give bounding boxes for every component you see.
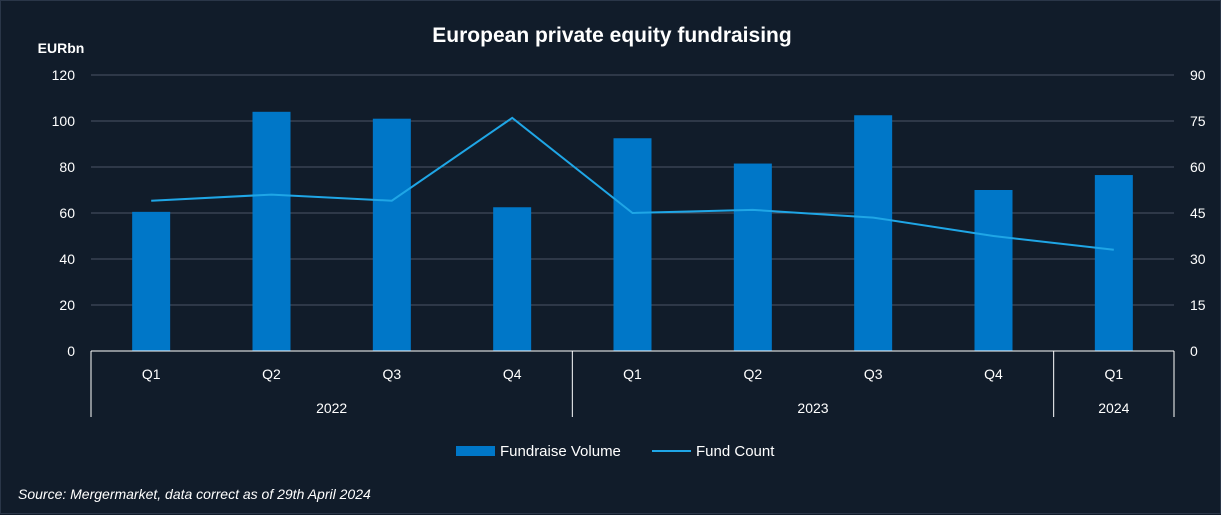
y-axis-label: EURbn [38,40,85,56]
x-tick-label: Q3 [864,366,883,382]
x-tick-label: Q4 [984,366,1003,382]
y2-tick-label: 15 [1190,297,1206,313]
chart: European private equity fundraising EURb… [1,1,1221,515]
y2-tick-label: 75 [1190,113,1206,129]
x-group-label: 2022 [316,400,347,416]
x-tick-label: Q3 [382,366,401,382]
bar [614,138,652,351]
legend-label-fundraise-volume: Fundraise Volume [500,443,621,460]
chart-frame: European private equity fundraising EURb… [0,0,1221,514]
legend-label-fund-count: Fund Count [696,443,775,460]
bar [854,115,892,351]
x-tick-label: Q2 [743,366,762,382]
x-tick-label: Q1 [1104,366,1123,382]
bar [493,207,531,351]
y2-tick-label: 0 [1190,343,1198,359]
x-axis: Q1 Q2 Q3 Q4 Q1 Q2 Q3 Q4 Q1 2022 2023 2024 [91,351,1174,417]
bars [132,112,1133,351]
y-tick-label: 0 [67,343,75,359]
x-tick-label: Q2 [262,366,281,382]
x-tick-label: Q4 [503,366,522,382]
x-tick-label: Q1 [623,366,642,382]
bar [734,164,772,351]
y-tick-label: 120 [52,67,76,83]
y2-tick-label: 45 [1190,205,1206,221]
y-tick-label: 60 [59,205,75,221]
bar [975,190,1013,351]
chart-title: European private equity fundraising [432,24,791,47]
bar [373,119,411,351]
source-note: Source: Mergermarket, data correct as of… [18,486,371,502]
legend: Fundraise Volume Fund Count [456,443,775,460]
y2-tick-label: 30 [1190,251,1206,267]
y2-axis-ticks: 0 15 30 45 60 75 90 [1190,67,1206,359]
y-tick-label: 40 [59,251,75,267]
y-tick-label: 20 [59,297,75,313]
legend-swatch-fundraise-volume [456,446,495,456]
bar [132,212,170,351]
x-group-label: 2024 [1098,400,1129,416]
y-tick-label: 80 [59,159,75,175]
y2-tick-label: 90 [1190,67,1206,83]
y2-tick-label: 60 [1190,159,1206,175]
bar [253,112,291,351]
y-axis-ticks: 0 20 40 60 80 100 120 [52,67,76,359]
y-tick-label: 100 [52,113,76,129]
bar [1095,175,1133,351]
x-tick-label: Q1 [142,366,161,382]
x-group-label: 2023 [797,400,828,416]
